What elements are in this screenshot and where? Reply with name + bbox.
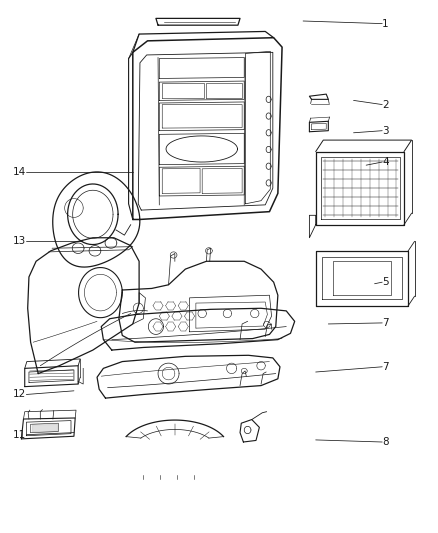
Text: 5: 5 xyxy=(382,277,389,287)
Text: 12: 12 xyxy=(13,390,26,399)
Text: 7: 7 xyxy=(382,318,389,328)
Text: 13: 13 xyxy=(13,237,26,246)
Text: 8: 8 xyxy=(382,437,389,447)
Text: 4: 4 xyxy=(382,157,389,167)
Text: 11: 11 xyxy=(13,430,26,440)
Text: 7: 7 xyxy=(382,362,389,372)
Text: 1: 1 xyxy=(382,19,389,29)
Text: 2: 2 xyxy=(382,100,389,110)
Text: 3: 3 xyxy=(382,126,389,136)
Text: 14: 14 xyxy=(13,167,26,177)
